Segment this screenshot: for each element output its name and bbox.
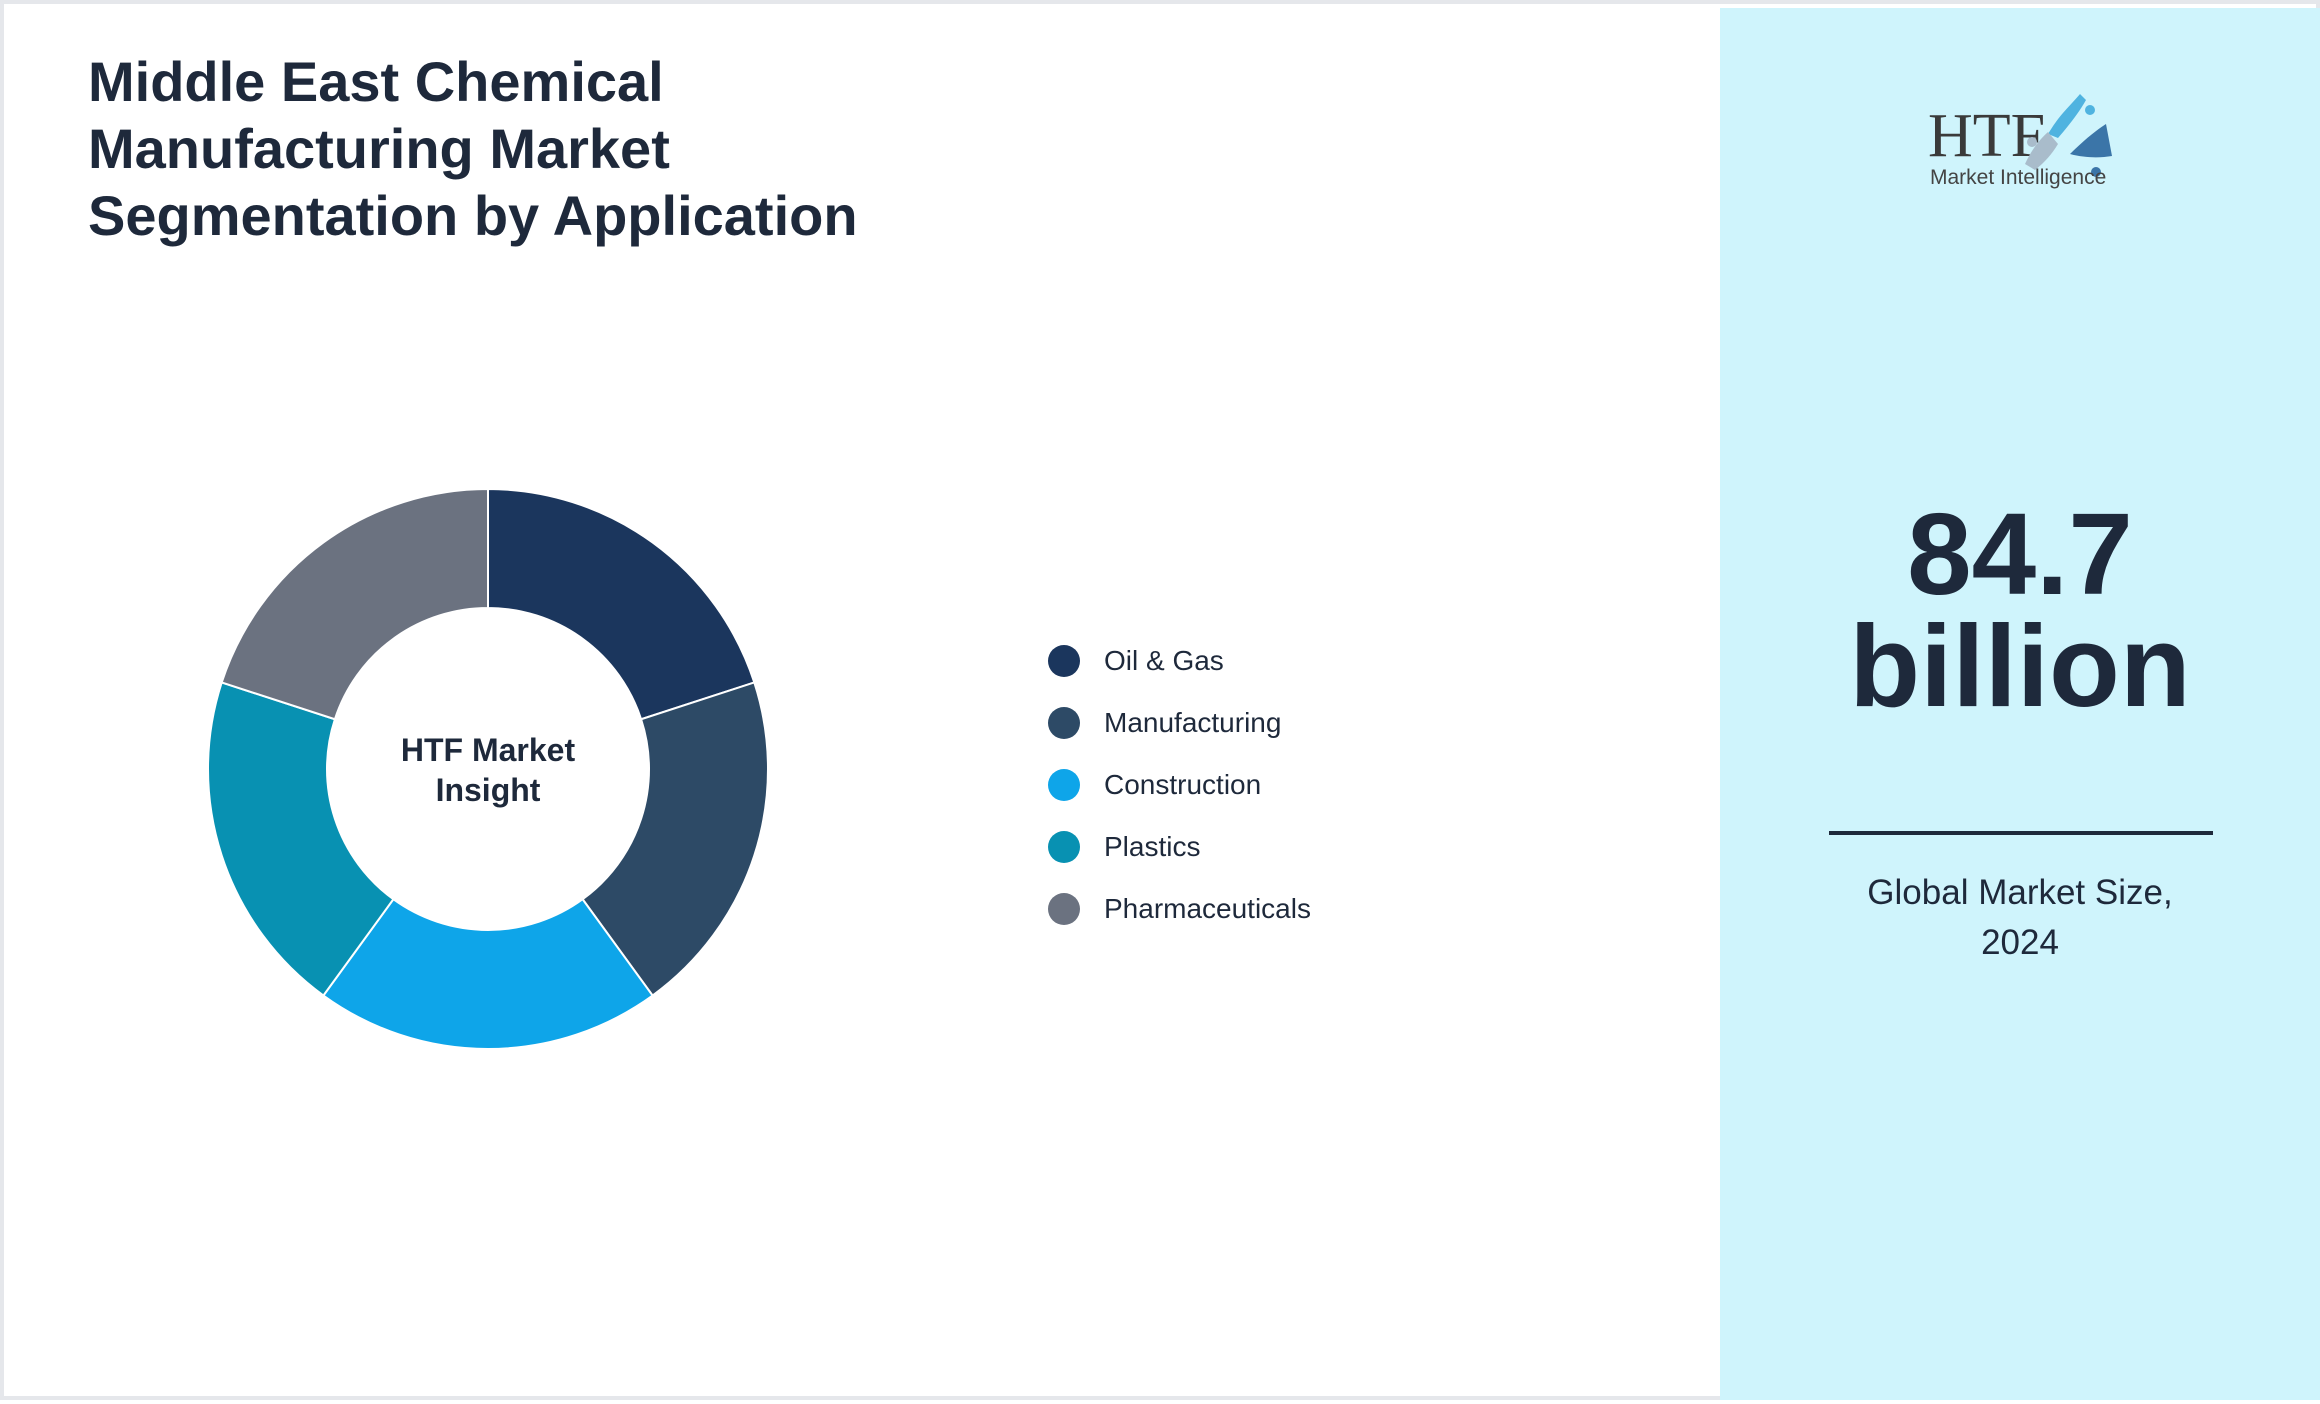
svg-text:HTF: HTF <box>1928 102 2045 170</box>
center-label-line1: HTF Market <box>401 732 576 768</box>
legend-item-oil-gas[interactable]: Oil & Gas <box>1048 630 1311 692</box>
legend-swatch <box>1048 769 1080 801</box>
donut-chart: HTF Market Insight <box>207 487 769 1051</box>
stat-panel: HTF Market Intelligence 84.7 billion Glob… <box>1720 8 2320 1400</box>
chart-legend: Oil & Gas Manufacturing Construction Pla… <box>1048 630 1311 940</box>
legend-item-pharmaceuticals[interactable]: Pharmaceuticals <box>1048 878 1311 940</box>
market-size-value: 84.7 billion <box>1849 489 2191 731</box>
donut-slice-construction[interactable] <box>322 897 654 1051</box>
center-label-line2: Insight <box>436 772 541 808</box>
svg-text:Market Intelligence: Market Intelligence <box>1930 166 2106 189</box>
legend-swatch <box>1048 831 1080 863</box>
divider <box>1829 831 2213 835</box>
page-title: Middle East Chemical Manufacturing Marke… <box>88 50 858 247</box>
donut-slice-pharmaceuticals[interactable] <box>220 487 489 721</box>
donut-slice-plastics[interactable] <box>207 681 395 997</box>
legend-item-plastics[interactable]: Plastics <box>1048 816 1311 878</box>
donut-slice-manufacturing[interactable] <box>581 681 769 997</box>
market-size-caption: Global Market Size, 2024 <box>1867 873 2173 962</box>
donut-slice-oil-gas[interactable] <box>487 487 756 721</box>
legend-item-construction[interactable]: Construction <box>1048 754 1311 816</box>
legend-swatch <box>1048 645 1080 677</box>
htf-logo: HTF Market Intelligence <box>1928 94 2112 189</box>
legend-swatch <box>1048 893 1080 925</box>
legend-swatch <box>1048 707 1080 739</box>
legend-item-manufacturing[interactable]: Manufacturing <box>1048 692 1311 754</box>
